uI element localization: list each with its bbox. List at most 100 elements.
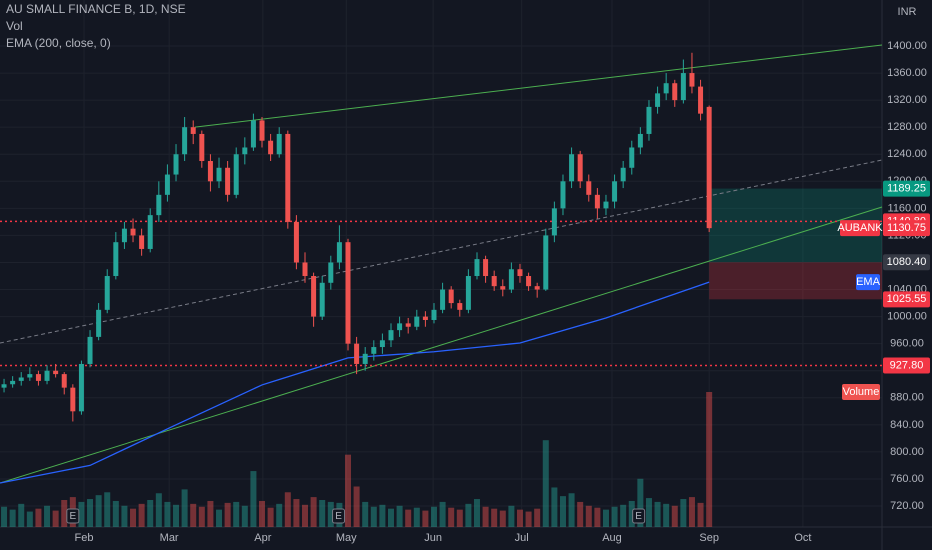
candle-body (44, 370, 50, 381)
candle-body (379, 340, 385, 348)
volume-bar (534, 508, 541, 527)
candle-body (250, 120, 256, 148)
series-tag (840, 220, 880, 237)
y-tick-label: 800.00 (890, 446, 924, 458)
candle-body (130, 228, 136, 236)
volume-bar (370, 506, 377, 527)
candle-body (27, 374, 33, 378)
volume-bar (18, 503, 25, 527)
candle-body (139, 235, 145, 249)
candle-body (680, 73, 686, 101)
earnings-icon (66, 508, 80, 524)
volume-bar (233, 501, 240, 527)
candle-body (293, 221, 299, 263)
candle-body (182, 127, 188, 155)
volume-bar (525, 511, 532, 527)
volume-bar (456, 509, 463, 527)
volume-bar (353, 486, 360, 527)
earnings-label: E (335, 511, 342, 522)
candle-body (577, 154, 583, 182)
candle-body (465, 276, 471, 310)
candle-body (225, 167, 231, 195)
volume-bar (465, 503, 472, 527)
candle-body (328, 262, 334, 283)
volume-bar (473, 499, 480, 527)
candle-body (345, 242, 351, 344)
volume-bar (130, 508, 137, 527)
x-tick-label: Apr (254, 532, 271, 544)
trendline (194, 44, 883, 128)
candle-body (414, 316, 420, 327)
candle-body (474, 259, 480, 277)
volume-bar (95, 495, 102, 527)
candle-body (113, 242, 119, 277)
volume-bar (224, 502, 231, 527)
price-flag-label: 1025.55 (887, 293, 927, 305)
volume-bar (405, 509, 412, 527)
y-tick-label: 1400.00 (887, 40, 927, 52)
y-tick-label: 1280.00 (887, 121, 927, 133)
candle-body (268, 140, 274, 155)
volume-bar (138, 503, 145, 527)
candle-body (18, 377, 24, 381)
candle-body (551, 208, 557, 236)
volume-bar (87, 499, 94, 527)
volume-bar (645, 498, 652, 527)
volume-bar (542, 440, 549, 527)
volume-bar (181, 489, 188, 527)
y-tick-label: 760.00 (890, 473, 924, 485)
chart-title: AU SMALL FINANCE B, 1D, NSE (6, 2, 186, 16)
candle-body (53, 370, 59, 375)
candle-body (560, 181, 566, 209)
candle-body (508, 269, 514, 290)
candle-body (70, 387, 76, 412)
y-tick-label: 1160.00 (888, 202, 927, 214)
candle-body (491, 276, 497, 287)
candle-body (594, 194, 600, 209)
volume-bar (61, 500, 68, 527)
volume-bar (654, 501, 661, 527)
candle-body (517, 269, 523, 277)
candle-body (440, 289, 446, 310)
candle-body (586, 181, 592, 195)
volume-bar (190, 503, 197, 527)
volume-bar (44, 505, 51, 527)
volume-bar (482, 506, 489, 527)
volume-bar (52, 510, 59, 527)
candle-body (319, 282, 325, 317)
candle-body (569, 154, 575, 182)
candle-body (646, 106, 652, 134)
candle-body (199, 133, 205, 162)
candle-body (457, 303, 463, 310)
candle-body (637, 133, 643, 148)
price-flag (883, 254, 930, 271)
volume-bar (422, 510, 429, 527)
volume-bar (155, 493, 162, 527)
legend-vol: Vol (6, 19, 23, 33)
earnings-icon (632, 508, 646, 524)
candle-body (207, 161, 213, 182)
volume-bar (706, 392, 713, 527)
x-tick-label: Aug (602, 532, 622, 544)
volume-bar (9, 509, 16, 527)
earnings-label: E (69, 511, 76, 522)
volume-bar (499, 510, 506, 527)
volume-bar (594, 507, 601, 527)
candle-body (397, 323, 403, 331)
candle-body (164, 174, 170, 195)
volume-bar (250, 471, 257, 527)
candle-body (259, 120, 265, 141)
volume-bar (379, 504, 386, 527)
candle-body (276, 133, 282, 155)
volume-bar (430, 506, 437, 527)
candle-body (483, 259, 489, 277)
candle-body (173, 154, 179, 175)
candle-body (672, 83, 678, 101)
candle-body (1, 384, 7, 388)
series-tag-label: Volume (843, 386, 880, 398)
y-tick-label: 1240.00 (887, 148, 927, 160)
volume-bar (387, 508, 394, 527)
candle-body (35, 374, 41, 381)
candle-body (336, 242, 342, 263)
volume-bar (216, 509, 223, 527)
